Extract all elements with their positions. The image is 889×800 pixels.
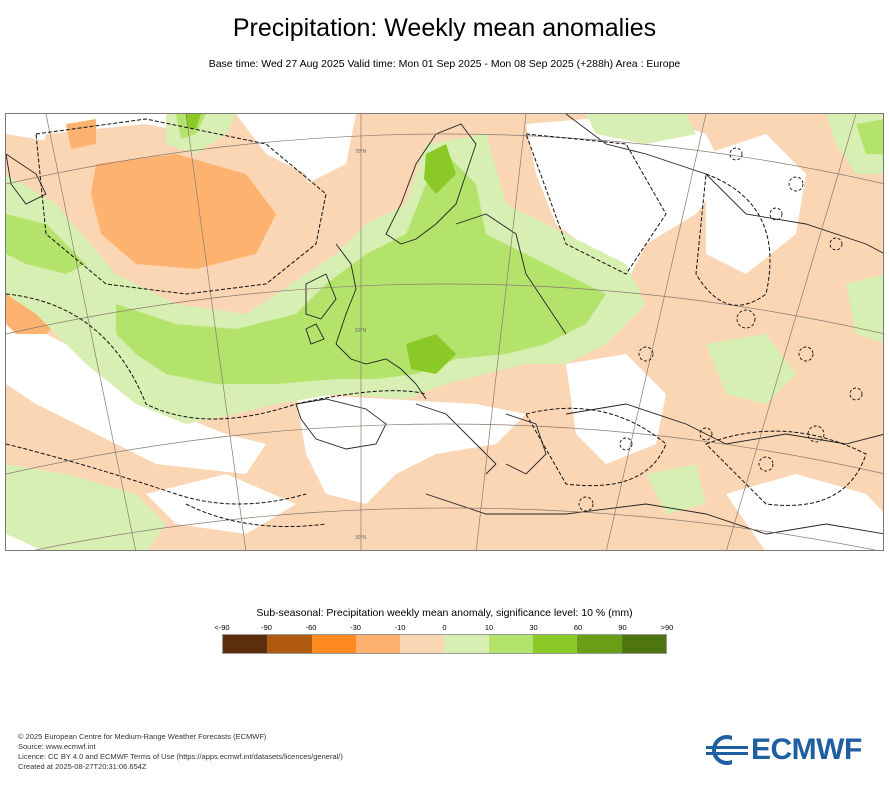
- precipitation-anomaly-map: 70°N 50°N 30°N: [5, 113, 884, 551]
- source-line: Source: www.ecmwf.int: [18, 742, 96, 751]
- legend-swatch-9: [621, 635, 666, 653]
- legend-tick-label: 90: [618, 623, 627, 632]
- created-line: Created at 2025-08-27T20:31:06.654Z: [18, 762, 147, 771]
- legend-tick-label: >90: [660, 623, 674, 632]
- atlantic-strong-negative-region: [91, 154, 276, 269]
- legend-tick-label: -30: [350, 623, 361, 632]
- svg-text:70°N: 70°N: [355, 149, 367, 155]
- legend-title: Sub-seasonal: Precipitation weekly mean …: [256, 607, 633, 619]
- legend-color-bar: [222, 634, 667, 654]
- legend-swatch-3: [355, 635, 401, 653]
- legend-swatch-6: [488, 635, 534, 653]
- svg-text:30°N: 30°N: [355, 535, 367, 541]
- legend-swatch-4: [400, 635, 445, 653]
- graticule-labels: 70°N 50°N 30°N: [355, 149, 367, 541]
- legend-tick-label: -10: [394, 623, 406, 632]
- map-canvas: 70°N 50°N 30°N: [6, 114, 883, 550]
- footer-credits: © 2025 European Centre for Medium-Range …: [18, 732, 343, 772]
- ecmwf-logo-text: ECMWF: [751, 733, 862, 766]
- licence-line: Licence: CC BY 4.0 and ECMWF Terms of Us…: [18, 752, 343, 761]
- copyright-line: © 2025 European Centre for Medium-Range …: [18, 732, 267, 741]
- significance-contours: [6, 118, 867, 527]
- legend-swatch-1: [267, 635, 312, 653]
- legend-tick-label: 60: [573, 623, 583, 632]
- coastlines: [6, 114, 883, 535]
- legend-tick-label: 30: [529, 623, 538, 632]
- legend-tick-label: 0: [442, 623, 447, 632]
- ecmwf-logo: ECMWF: [706, 733, 862, 766]
- legend-tick-label: -60: [305, 623, 317, 632]
- ecmwf-logo-icon: [706, 735, 748, 765]
- page-title: Precipitation: Weekly mean anomalies: [232, 14, 657, 42]
- legend-swatch-2: [311, 635, 356, 653]
- legend-swatch-8: [577, 635, 622, 653]
- page-subtitle: Base time: Wed 27 Aug 2025 Valid time: M…: [208, 58, 681, 70]
- legend-swatch-5: [444, 635, 489, 653]
- legend-swatch-0: [223, 635, 268, 653]
- legend-tick-label: -90: [261, 623, 272, 632]
- small-significance-cells: [578, 147, 863, 512]
- strong-positive-regions: [186, 114, 456, 374]
- legend-labels: <-90 -90 -60 -30 -10 0 10 30 60 90 >90: [214, 623, 673, 633]
- legend-tick-label: 10: [484, 623, 494, 632]
- greenland-negative-patch: [66, 119, 96, 149]
- legend-swatch-7: [533, 635, 578, 653]
- svg-text:50°N: 50°N: [355, 328, 367, 334]
- legend-tick-label: <-90: [214, 623, 230, 632]
- graticule: [6, 114, 883, 550]
